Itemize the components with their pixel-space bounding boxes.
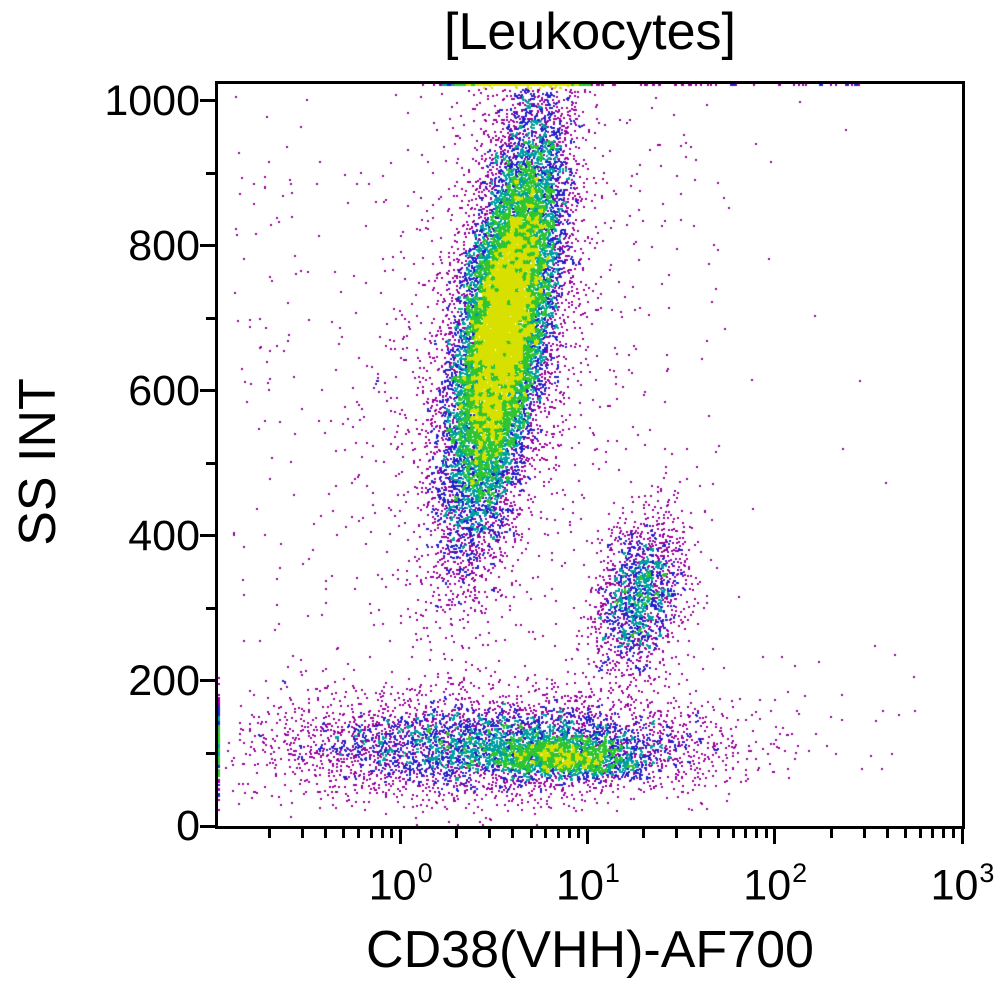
x-major-tick (398, 829, 402, 844)
x-tick-label: 103 (930, 858, 995, 910)
x-minor-tick (931, 829, 935, 838)
y-major-tick (200, 389, 215, 393)
x-tick-label: 102 (743, 858, 808, 910)
x-minor-tick (380, 829, 384, 838)
x-minor-tick (744, 829, 748, 838)
y-minor-tick (206, 461, 215, 465)
x-minor-tick (342, 829, 346, 838)
y-major-tick (200, 534, 215, 538)
x-minor-tick (829, 829, 833, 838)
y-major-tick (200, 824, 215, 828)
x-minor-tick (529, 829, 533, 838)
x-minor-tick (455, 829, 459, 838)
x-minor-tick (324, 829, 328, 838)
y-tick-label: 0 (176, 802, 200, 850)
x-minor-tick (357, 829, 361, 838)
y-major-tick (200, 99, 215, 103)
x-minor-tick (716, 829, 720, 838)
x-minor-tick (764, 829, 768, 838)
x-major-tick (585, 829, 589, 844)
x-minor-tick (369, 829, 373, 838)
x-minor-tick (390, 829, 394, 838)
x-minor-tick (567, 829, 571, 838)
x-minor-tick (755, 829, 759, 838)
x-minor-tick (951, 829, 955, 838)
x-major-tick (960, 829, 964, 844)
y-major-tick (200, 244, 215, 248)
x-minor-tick (942, 829, 946, 838)
x-minor-tick (577, 829, 581, 838)
y-tick-label: 800 (128, 221, 200, 270)
y-minor-tick (206, 606, 215, 610)
y-tick-label: 400 (128, 511, 200, 560)
x-tick-label: 100 (368, 858, 433, 910)
x-minor-tick (904, 829, 908, 838)
y-tick-label: 200 (128, 656, 200, 705)
x-tick-label: 101 (556, 858, 620, 910)
y-minor-tick (206, 316, 215, 320)
x-minor-tick (488, 829, 492, 838)
x-minor-tick (885, 829, 889, 838)
x-minor-tick (642, 829, 646, 838)
x-minor-tick (544, 829, 548, 838)
chart-title: [Leukocytes] (444, 3, 736, 61)
y-tick-label: 600 (128, 366, 200, 415)
y-minor-tick (206, 171, 215, 175)
x-minor-tick (267, 829, 271, 838)
x-minor-tick (511, 829, 515, 838)
x-minor-tick (862, 829, 866, 838)
y-minor-tick (206, 751, 215, 755)
x-minor-tick (918, 829, 922, 838)
x-minor-tick (675, 829, 679, 838)
x-axis-label: CD38(VHH)-AF700 (366, 921, 814, 979)
x-minor-tick (300, 829, 304, 838)
y-major-tick (200, 679, 215, 683)
x-major-tick (773, 829, 777, 844)
x-minor-tick (556, 829, 560, 838)
x-minor-tick (731, 829, 735, 838)
y-tick-label: 1000 (104, 76, 200, 125)
scatter-canvas (218, 84, 962, 826)
x-minor-tick (698, 829, 702, 838)
